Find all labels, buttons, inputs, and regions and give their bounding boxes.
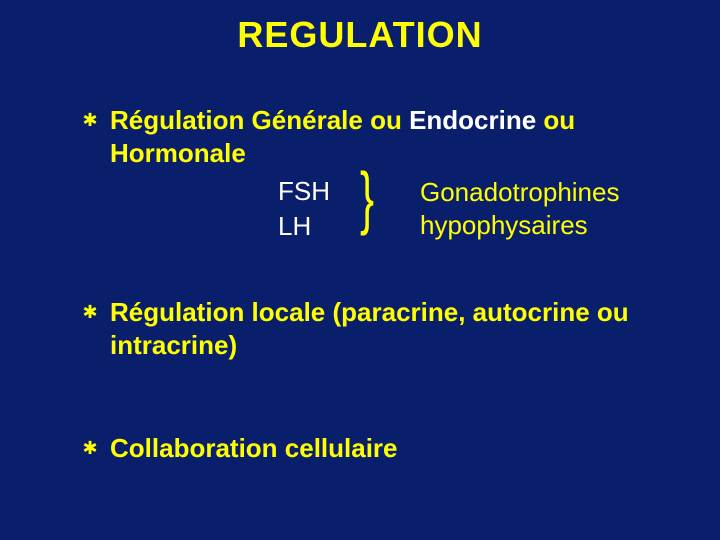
hormone-lh: LH — [278, 211, 311, 241]
gonado-line2: hypophysaires — [420, 210, 588, 240]
bullet-star-2: ✱ — [78, 302, 102, 323]
bullet-star-1: ✱ — [78, 110, 102, 131]
gonado-line1: Gonadotrophines — [420, 177, 619, 207]
bullet-star-3: ✱ — [78, 438, 102, 459]
hormone-fsh: FSH — [278, 176, 330, 206]
bullet-1-endocrine: Endocrine — [409, 105, 536, 135]
brace-icon: } — [360, 162, 374, 232]
bullet-1-part1: Régulation Générale ou — [110, 105, 409, 135]
hormone-list: FSH LH — [278, 174, 330, 244]
gonadotrophines-label: Gonadotrophines hypophysaires — [420, 176, 619, 241]
bullet-1-line2: Hormonale — [110, 138, 246, 168]
bullet-2: Régulation locale (paracrine, autocrine … — [110, 296, 680, 361]
bullet-3: Collaboration cellulaire — [110, 432, 680, 465]
bullet-1: Régulation Générale ou Endocrine ou Horm… — [110, 104, 575, 169]
bullet-1-part3: ou — [536, 105, 575, 135]
slide: REGULATION ✱ Régulation Générale ou Endo… — [0, 0, 720, 540]
slide-title: REGULATION — [0, 14, 720, 56]
